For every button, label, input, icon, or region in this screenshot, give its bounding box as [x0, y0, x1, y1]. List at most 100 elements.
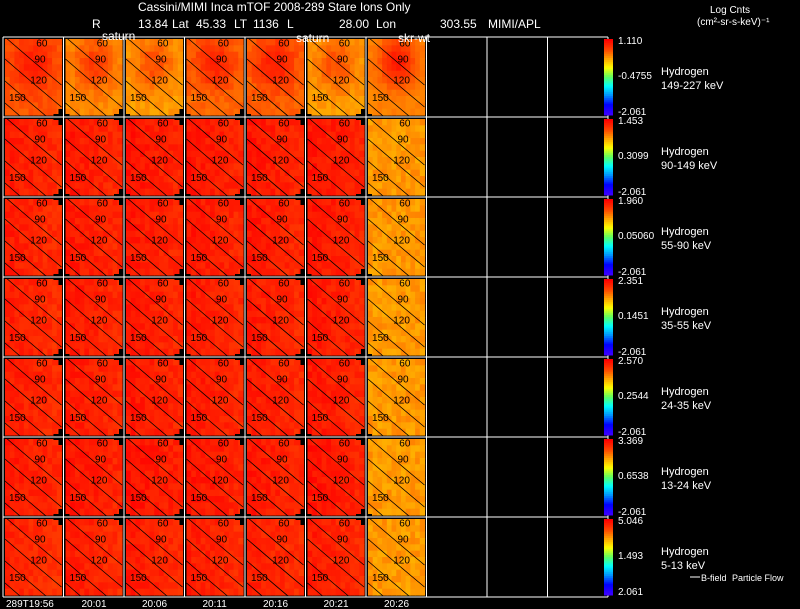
pixel — [98, 182, 104, 190]
pixel — [42, 279, 48, 286]
pixel — [419, 291, 426, 299]
pixel — [391, 182, 397, 190]
pixel — [33, 268, 39, 276]
pixel — [312, 211, 318, 219]
pixel — [289, 188, 295, 196]
pixel — [33, 51, 39, 59]
pixel — [261, 39, 267, 46]
pixel — [345, 237, 351, 244]
pixel — [168, 329, 174, 337]
pixel — [321, 348, 327, 356]
pixel — [163, 262, 169, 270]
pixel — [205, 39, 211, 46]
pixel — [47, 323, 53, 331]
pixel — [52, 70, 58, 78]
pixel — [228, 138, 235, 145]
pixel — [70, 119, 76, 126]
pixel — [289, 243, 295, 251]
pixel — [238, 416, 244, 423]
pixel — [210, 182, 216, 190]
pixel — [279, 323, 286, 331]
pixel — [74, 89, 81, 97]
pixel — [419, 108, 426, 116]
pixel — [84, 428, 90, 436]
pixel — [410, 51, 416, 59]
pixel — [52, 150, 58, 158]
contour-label-60: 60 — [339, 39, 351, 50]
contour-label-150: 150 — [70, 253, 87, 264]
pixel — [391, 279, 397, 286]
contour-label-120: 120 — [393, 315, 410, 326]
pixel — [340, 336, 346, 343]
pixel — [14, 416, 20, 423]
pixel — [89, 359, 95, 366]
contour-line — [246, 276, 304, 326]
pixel — [279, 205, 286, 213]
contour-line — [65, 356, 123, 406]
pixel — [200, 249, 206, 257]
pixel — [270, 230, 276, 238]
pixel — [405, 77, 411, 84]
pixel — [52, 188, 58, 196]
pixel — [140, 285, 146, 293]
pixel — [93, 359, 100, 366]
pixel — [191, 163, 197, 171]
pixel — [289, 336, 295, 343]
contour-label-60: 60 — [399, 199, 411, 210]
pixel — [251, 131, 258, 139]
pixel — [312, 237, 318, 244]
pixel — [98, 211, 104, 219]
pixel — [52, 317, 58, 324]
pixel — [173, 298, 179, 305]
pixel — [177, 131, 184, 139]
pixel — [382, 329, 388, 337]
contour-line — [186, 36, 244, 86]
pixel — [247, 89, 253, 97]
pixel — [37, 89, 44, 97]
pixel — [312, 39, 318, 46]
pixel — [261, 199, 267, 206]
pixel — [224, 58, 230, 65]
pixel — [386, 169, 393, 177]
pixel — [14, 125, 20, 133]
pixel — [396, 119, 402, 126]
pixel — [28, 45, 34, 53]
pixel — [219, 291, 225, 299]
pixel — [79, 39, 85, 46]
pixel — [191, 96, 197, 103]
pixel — [210, 144, 216, 152]
pixel — [65, 279, 71, 286]
pixel — [89, 211, 95, 219]
pixel — [117, 409, 123, 417]
pixel — [316, 329, 323, 337]
pixel — [117, 144, 123, 152]
pixel — [294, 323, 300, 331]
pixel — [386, 237, 393, 244]
pixel — [391, 176, 397, 183]
pixel — [312, 119, 318, 126]
pixel — [256, 96, 262, 103]
pixel — [84, 384, 90, 392]
pixel — [93, 378, 100, 385]
pixel — [52, 199, 58, 206]
pixel — [154, 422, 160, 430]
pixel — [173, 249, 179, 257]
pixel — [321, 199, 327, 206]
pixel — [112, 102, 118, 110]
pixel — [386, 348, 393, 356]
pixel — [89, 58, 95, 65]
pixel — [154, 365, 160, 373]
pixel — [340, 89, 346, 97]
pixel — [289, 96, 295, 103]
pixel — [284, 150, 290, 158]
pixel — [33, 169, 39, 177]
pixel — [135, 205, 141, 213]
pixel — [270, 51, 276, 59]
pixel — [130, 211, 137, 219]
pixel — [23, 342, 30, 350]
pixel — [140, 119, 146, 126]
pixel — [33, 138, 39, 145]
pixel — [65, 310, 71, 318]
pixel — [224, 237, 230, 244]
pixel — [349, 45, 356, 53]
